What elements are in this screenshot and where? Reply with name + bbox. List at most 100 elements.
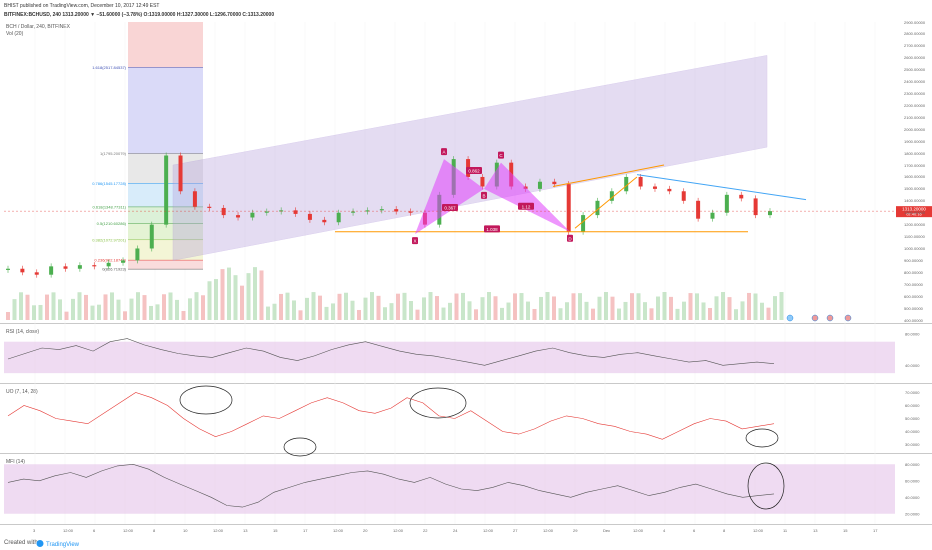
- volume-bar: [422, 297, 426, 320]
- pattern-point-label: D: [568, 236, 572, 241]
- candle-body: [135, 248, 140, 261]
- price-axis-tick: 600.00000: [904, 293, 923, 299]
- tradingview-logo-icon: TradingView: [36, 540, 80, 548]
- hand-drawn-circle: [283, 437, 317, 457]
- volume-bar: [12, 299, 17, 320]
- volume-bar: [51, 292, 56, 320]
- price-axis-tick: 1700.00000: [904, 162, 926, 168]
- volume-bar: [526, 301, 530, 320]
- volume-bar: [58, 299, 62, 320]
- volume-bar: [513, 293, 517, 320]
- candle-body: [379, 209, 384, 211]
- volume-bar: [6, 312, 10, 320]
- pane-divider[interactable]: [0, 323, 932, 324]
- created-with-text: Created with: [4, 540, 38, 546]
- time-axis-tick: 27: [513, 528, 518, 533]
- fib-level-label: 0.236(902.18743): [94, 258, 126, 263]
- volume-bar: [643, 302, 647, 320]
- harmonic-triangle: [415, 159, 484, 235]
- time-axis-tick: 22: [423, 528, 428, 533]
- fib-zone: [128, 260, 203, 270]
- candle-body: [92, 265, 97, 267]
- volume-bar: [84, 294, 88, 320]
- tradingview-brand: TradingView: [46, 542, 80, 548]
- volume-bar: [662, 292, 667, 320]
- uo-axis-tick: 70.0000: [905, 390, 920, 395]
- time-axis-tick: Dec: [603, 528, 611, 533]
- time-axis-tick: 12:00: [633, 528, 644, 533]
- time-axis-tick: 29: [573, 528, 578, 533]
- candle-body: [595, 200, 600, 216]
- time-axis-tick: 11: [783, 528, 788, 533]
- volume-bar: [669, 296, 673, 320]
- price-axis-tick: 2300.00000: [904, 91, 926, 97]
- volume-bar: [493, 296, 498, 320]
- volume-bar: [708, 307, 712, 320]
- candle-body: [236, 215, 241, 218]
- volume-bar: [90, 305, 95, 320]
- volume-bar: [396, 293, 400, 320]
- volume-bar: [181, 310, 186, 320]
- volume-bar: [727, 297, 732, 320]
- volume-bar: [747, 292, 751, 320]
- volume-label: Vol (20): [6, 31, 24, 37]
- price-axis-tick: 2500.00000: [904, 67, 926, 73]
- volume-bar: [305, 297, 309, 320]
- candle-body: [121, 260, 126, 263]
- volume-bar: [532, 308, 537, 320]
- fib-zone: [128, 239, 203, 261]
- pattern-point-badge: [441, 148, 447, 156]
- volume-bar: [155, 304, 160, 320]
- tradingview-logo[interactable]: TradingView: [36, 539, 96, 550]
- candle-body: [207, 206, 212, 208]
- volume-bar: [142, 295, 147, 320]
- uo-axis-tick: 50.0000: [905, 416, 920, 421]
- price-axis-tick: 1900.00000: [904, 138, 926, 144]
- mfi-axis-tick: 80.0000: [905, 462, 920, 467]
- volume-bar: [240, 285, 244, 320]
- volume-bar: [740, 301, 745, 320]
- price-axis-tick: 2400.00000: [904, 79, 926, 85]
- candle-body: [552, 181, 557, 185]
- time-axis-tick: 12:00: [213, 528, 224, 533]
- ticker-line: BITFINEX:BCHUSD, 240 1313.20000 ▼ −51.60…: [4, 12, 275, 18]
- volume-bar: [370, 292, 374, 320]
- pane-divider[interactable]: [0, 383, 932, 384]
- volume-bar: [331, 303, 335, 320]
- pattern-point-badge: [567, 234, 573, 242]
- candle-body: [408, 211, 413, 213]
- fib-level-label: 0.382(1072.97201): [92, 237, 126, 242]
- volume-bar: [584, 301, 589, 320]
- volume-bar: [409, 301, 413, 320]
- volume-bar: [623, 301, 628, 320]
- price-axis-tick: 400.00000: [904, 317, 923, 323]
- candle-body: [77, 265, 82, 269]
- time-axis-tick: 13: [243, 528, 248, 533]
- volume-bar: [162, 294, 166, 320]
- volume-bar: [149, 305, 153, 320]
- price-axis-tick: 1400.00000: [904, 198, 926, 204]
- time-axis-tick: 10: [183, 528, 188, 533]
- mfi-line: [7, 463, 775, 508]
- volume-bar: [129, 298, 134, 320]
- chart-header: BHIST published on TradingView.com, Dece…: [0, 0, 932, 22]
- candle-body: [264, 211, 269, 213]
- pane-divider: [0, 524, 932, 525]
- volume-bar: [461, 292, 465, 320]
- candle-body: [566, 184, 571, 232]
- candle-body: [624, 176, 629, 192]
- candle-body: [768, 211, 772, 216]
- pattern-point-badge: [481, 191, 487, 199]
- pattern-ratio-label: 0.862: [468, 169, 480, 174]
- pane-divider[interactable]: [0, 453, 932, 454]
- volume-bar: [636, 293, 641, 320]
- volume-bar: [350, 300, 355, 320]
- candle-body: [581, 215, 586, 232]
- pattern-point-label: C: [499, 153, 503, 158]
- time-axis-tick: 6: [93, 528, 96, 533]
- price-axis-tick: 1000.00000: [904, 245, 926, 251]
- volume-bar: [19, 292, 23, 320]
- price-axis-tick: 2000.00000: [904, 126, 926, 132]
- volume-bar: [604, 292, 608, 320]
